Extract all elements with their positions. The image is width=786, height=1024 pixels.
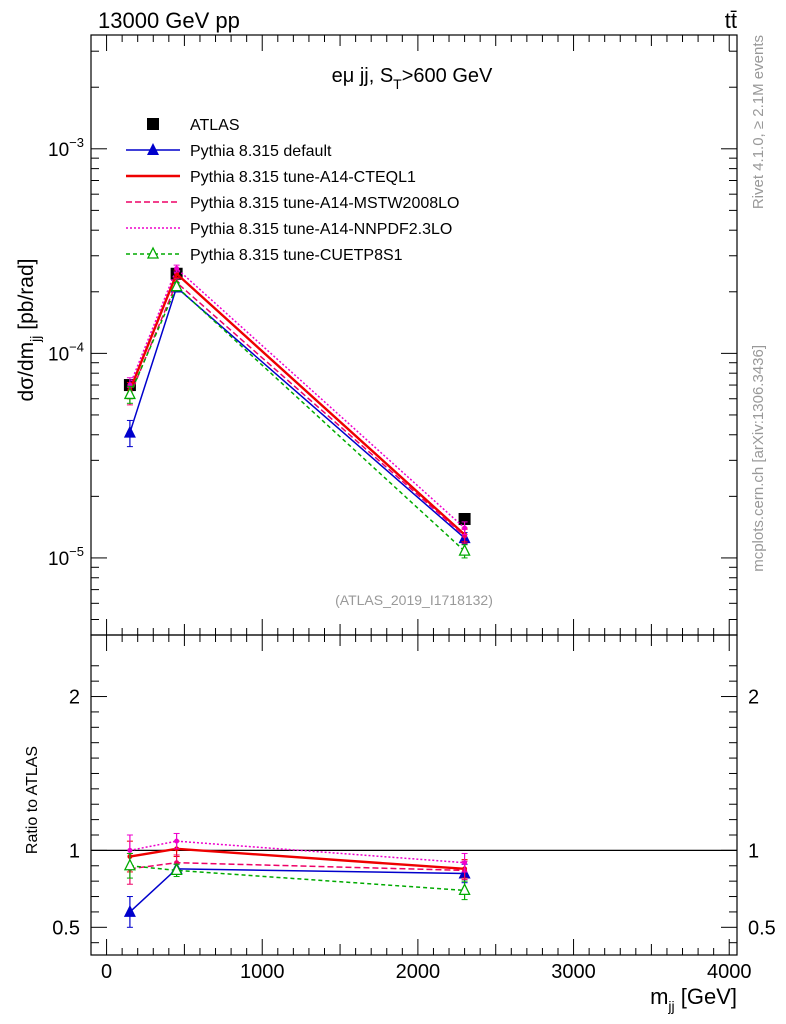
ratio-panel-ticks: 0.5 0.5 1 1 2 2 0 1000 2000 3000 4000 [52, 635, 776, 983]
main-panel-series [123, 264, 471, 559]
main-series-pythia-8-315-tune-cuetp8s1 [123, 279, 471, 559]
main-y-tick-label: 10−5 [48, 544, 84, 570]
x-tick-label: 3000 [551, 961, 596, 983]
main-point-pythia-8-315-tune-cuetp8s1 [458, 543, 471, 556]
ratio-y-tick-label-right: 1 [748, 840, 759, 862]
main-point-pythia-8-315-tune-cuetp8s1 [123, 386, 136, 400]
legend-label-pythia-8-315-tune-a14-nnpdf2-3lo: Pythia 8.315 tune-A14-NNPDF2.3LO [190, 221, 452, 238]
ratio-y-axis-title: Ratio to ATLAS [24, 746, 41, 854]
x-tick-label: 2000 [396, 961, 441, 983]
main-series-pythia-8-315-default [123, 280, 471, 545]
legend-marker-pythia-8-315-default [147, 143, 159, 155]
ratio-point-pythia-8-315-tune-cuetp8s1 [123, 858, 136, 871]
ratio-y-tick-label-left: 0.5 [52, 917, 80, 939]
ratio-point-pythia-8-315-tune-cuetp8s1 [458, 882, 471, 896]
ratio-point-pythia-8-315-tune-a14-nnpdf2-3lo [174, 838, 180, 844]
ratio-panel-frame [90, 634, 738, 956]
main-point-pythia-8-315-tune-a14-nnpdf2-3lo [462, 525, 468, 531]
ratio-y-tick-label-left: 2 [69, 687, 80, 709]
legend-label-atlas: ATLAS [190, 117, 240, 134]
ratio-line-pythia-8-315-default [129, 868, 465, 913]
x-tick-label: 0 [101, 961, 112, 983]
ratio-point-pythia-8-315-tune-cuetp8s1 [170, 862, 183, 876]
ratio-panel-series [123, 832, 471, 928]
main-line-pythia-8-315-tune-a14-mstw2008lo [129, 281, 466, 537]
legend-item-pythia-8-315-tune-a14-nnpdf2-3lo: Pythia 8.315 tune-A14-NNPDF2.3LO [126, 221, 452, 238]
ratio-line-pythia-8-315-tune-cuetp8s1 [129, 865, 465, 892]
main-line-pythia-8-315-tune-a14-cteql1 [128, 271, 466, 536]
legend-marker-pythia-8-315-tune-cuetp8s1 [146, 246, 160, 259]
legend-item-atlas: ATLAS [147, 117, 240, 134]
x-tick-label: 1000 [240, 961, 285, 983]
ratio-series-pythia-8-315-tune-cuetp8s1 [123, 852, 471, 901]
ratio-point-pythia-8-315-tune-a14-nnpdf2-3lo [462, 860, 468, 866]
legend-label-pythia-8-315-tune-a14-mstw2008lo: Pythia 8.315 tune-A14-MSTW2008LO [190, 195, 459, 212]
ratio-point-pythia-8-315-tune-a14-nnpdf2-3lo [127, 847, 133, 853]
legend-label-pythia-8-315-tune-cuetp8s1: Pythia 8.315 tune-CUETP8S1 [190, 247, 403, 264]
process-label: tt̄ [725, 8, 737, 33]
main-point-pythia-8-315-default [123, 425, 136, 438]
ratio-y-tick-label-right: 2 [748, 687, 759, 709]
ratio-y-tick-label-left: 1 [69, 840, 80, 862]
main-point-pythia-8-315-tune-cuetp8s1 [170, 279, 183, 292]
main-panel-ticks: 10−3 10−4 10−5 [48, 35, 737, 635]
main-line-pythia-8-315-tune-cuetp8s1 [129, 285, 466, 552]
main-line-pythia-8-315-default [129, 286, 466, 539]
main-series-pythia-8-315-tune-a14-mstw2008lo [126, 278, 468, 544]
selection-annotation: eμ jj, ST>600 GeV [332, 65, 493, 92]
legend-marker-atlas [147, 118, 159, 130]
collision-label: 13000 GeV pp [98, 8, 240, 33]
main-y-axis-title: dσ/dmjj [pb/rad] [15, 259, 43, 402]
legend-item-pythia-8-315-tune-cuetp8s1: Pythia 8.315 tune-CUETP8S1 [126, 246, 403, 264]
legend-item-pythia-8-315-tune-a14-mstw2008lo: Pythia 8.315 tune-A14-MSTW2008LO [126, 195, 459, 212]
main-y-tick-label: 10−4 [48, 339, 84, 365]
legend-item-pythia-8-315-tune-a14-cteql1: Pythia 8.315 tune-A14-CTEQL1 [126, 169, 416, 186]
ratio-line-pythia-8-315-tune-a14-nnpdf2-3lo [129, 840, 465, 864]
mcplots-label: mcplots.cern.ch [arXiv:1306.3436] [750, 345, 767, 572]
main-series-pythia-8-315-tune-a14-cteql1 [126, 269, 468, 543]
main-y-tick-label: 10−3 [48, 135, 84, 161]
ratio-y-tick-label-right: 0.5 [748, 917, 776, 939]
main-point-pythia-8-315-tune-a14-nnpdf2-3lo [174, 265, 180, 271]
x-tick-label: 4000 [707, 961, 752, 983]
x-axis-title: mjj [GeV] [650, 984, 737, 1014]
main-series-atlas [123, 267, 471, 525]
legend: ATLAS Pythia 8.315 default Pythia 8.315 tu… [126, 117, 459, 264]
main-panel-frame [90, 34, 738, 636]
legend-label-pythia-8-315-tune-a14-cteql1: Pythia 8.315 tune-A14-CTEQL1 [190, 169, 416, 186]
legend-item-pythia-8-315-default: Pythia 8.315 default [126, 143, 332, 160]
analysis-watermark: (ATLAS_2019_I1718132) [335, 592, 493, 608]
legend-label-pythia-8-315-default: Pythia 8.315 default [190, 143, 332, 160]
rivet-version-label: Rivet 4.1.0, ≥ 2.1M events [750, 35, 767, 209]
ratio-point-pythia-8-315-default [123, 904, 136, 917]
